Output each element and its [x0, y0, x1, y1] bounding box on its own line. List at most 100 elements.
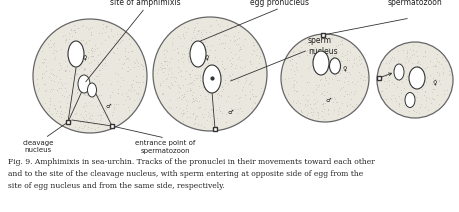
- Point: [45, 42, 52, 46]
- Circle shape: [281, 34, 369, 122]
- Point: [196, 94, 204, 97]
- Point: [84, 72, 91, 75]
- Point: [195, 45, 202, 48]
- Point: [104, 113, 111, 116]
- Point: [414, 71, 421, 75]
- Point: [311, 45, 318, 48]
- Point: [407, 47, 414, 50]
- Point: [165, 105, 173, 109]
- Point: [417, 102, 425, 105]
- Point: [159, 91, 167, 94]
- Point: [49, 88, 56, 91]
- Point: [235, 36, 243, 39]
- Point: [248, 92, 255, 96]
- Point: [183, 98, 190, 102]
- Point: [77, 65, 84, 68]
- Point: [58, 47, 65, 51]
- Point: [214, 96, 221, 99]
- Point: [221, 66, 229, 69]
- Point: [100, 110, 107, 114]
- Point: [320, 56, 327, 59]
- Point: [180, 53, 187, 56]
- Point: [411, 81, 418, 84]
- Point: [404, 59, 411, 62]
- Point: [91, 127, 99, 130]
- Point: [85, 27, 92, 30]
- Point: [68, 64, 76, 68]
- Point: [199, 74, 207, 77]
- Point: [83, 92, 90, 95]
- Point: [308, 40, 316, 43]
- Point: [293, 68, 301, 71]
- Point: [312, 60, 319, 64]
- Point: [47, 71, 55, 75]
- Point: [94, 126, 101, 129]
- Point: [164, 84, 172, 87]
- Point: [189, 69, 196, 72]
- Point: [246, 89, 253, 92]
- Point: [115, 88, 122, 91]
- Point: [438, 55, 446, 59]
- Point: [157, 61, 164, 65]
- Point: [291, 70, 298, 73]
- Point: [209, 122, 216, 126]
- Point: [353, 80, 360, 83]
- Point: [360, 66, 368, 69]
- Point: [287, 55, 294, 58]
- Point: [215, 93, 222, 96]
- Point: [84, 50, 91, 54]
- Point: [115, 119, 123, 122]
- Point: [39, 61, 46, 65]
- Point: [418, 85, 425, 88]
- Point: [293, 89, 301, 93]
- Point: [330, 73, 338, 76]
- Point: [357, 61, 364, 64]
- Point: [52, 74, 60, 78]
- Point: [328, 62, 336, 66]
- Point: [179, 111, 186, 114]
- Point: [129, 79, 136, 82]
- Point: [73, 90, 81, 93]
- Point: [98, 31, 106, 34]
- Point: [90, 54, 97, 58]
- Point: [232, 42, 240, 46]
- Point: [179, 119, 187, 123]
- Point: [73, 58, 80, 61]
- Point: [175, 70, 182, 73]
- Point: [343, 105, 350, 108]
- Point: [80, 67, 88, 70]
- Point: [153, 71, 160, 74]
- Point: [90, 120, 97, 123]
- Point: [395, 60, 402, 63]
- Point: [186, 73, 194, 76]
- Point: [241, 37, 248, 40]
- Point: [125, 106, 132, 109]
- Point: [241, 80, 248, 84]
- Point: [227, 25, 235, 28]
- Point: [318, 102, 325, 106]
- Point: [385, 78, 392, 82]
- Point: [228, 56, 235, 59]
- Point: [313, 67, 321, 70]
- Point: [236, 47, 244, 51]
- Point: [134, 93, 141, 96]
- Point: [344, 82, 352, 86]
- Point: [190, 99, 197, 102]
- Point: [92, 75, 100, 78]
- Point: [288, 76, 295, 79]
- Point: [232, 93, 240, 97]
- Point: [248, 53, 255, 56]
- Point: [343, 58, 351, 62]
- Point: [193, 33, 201, 36]
- Point: [219, 42, 226, 45]
- Point: [409, 48, 416, 52]
- Point: [194, 29, 202, 32]
- Point: [431, 63, 438, 67]
- Point: [125, 97, 133, 100]
- Point: [46, 102, 53, 106]
- Point: [91, 43, 99, 46]
- Point: [128, 49, 135, 53]
- Point: [230, 107, 237, 110]
- Point: [390, 82, 397, 85]
- Point: [102, 107, 110, 111]
